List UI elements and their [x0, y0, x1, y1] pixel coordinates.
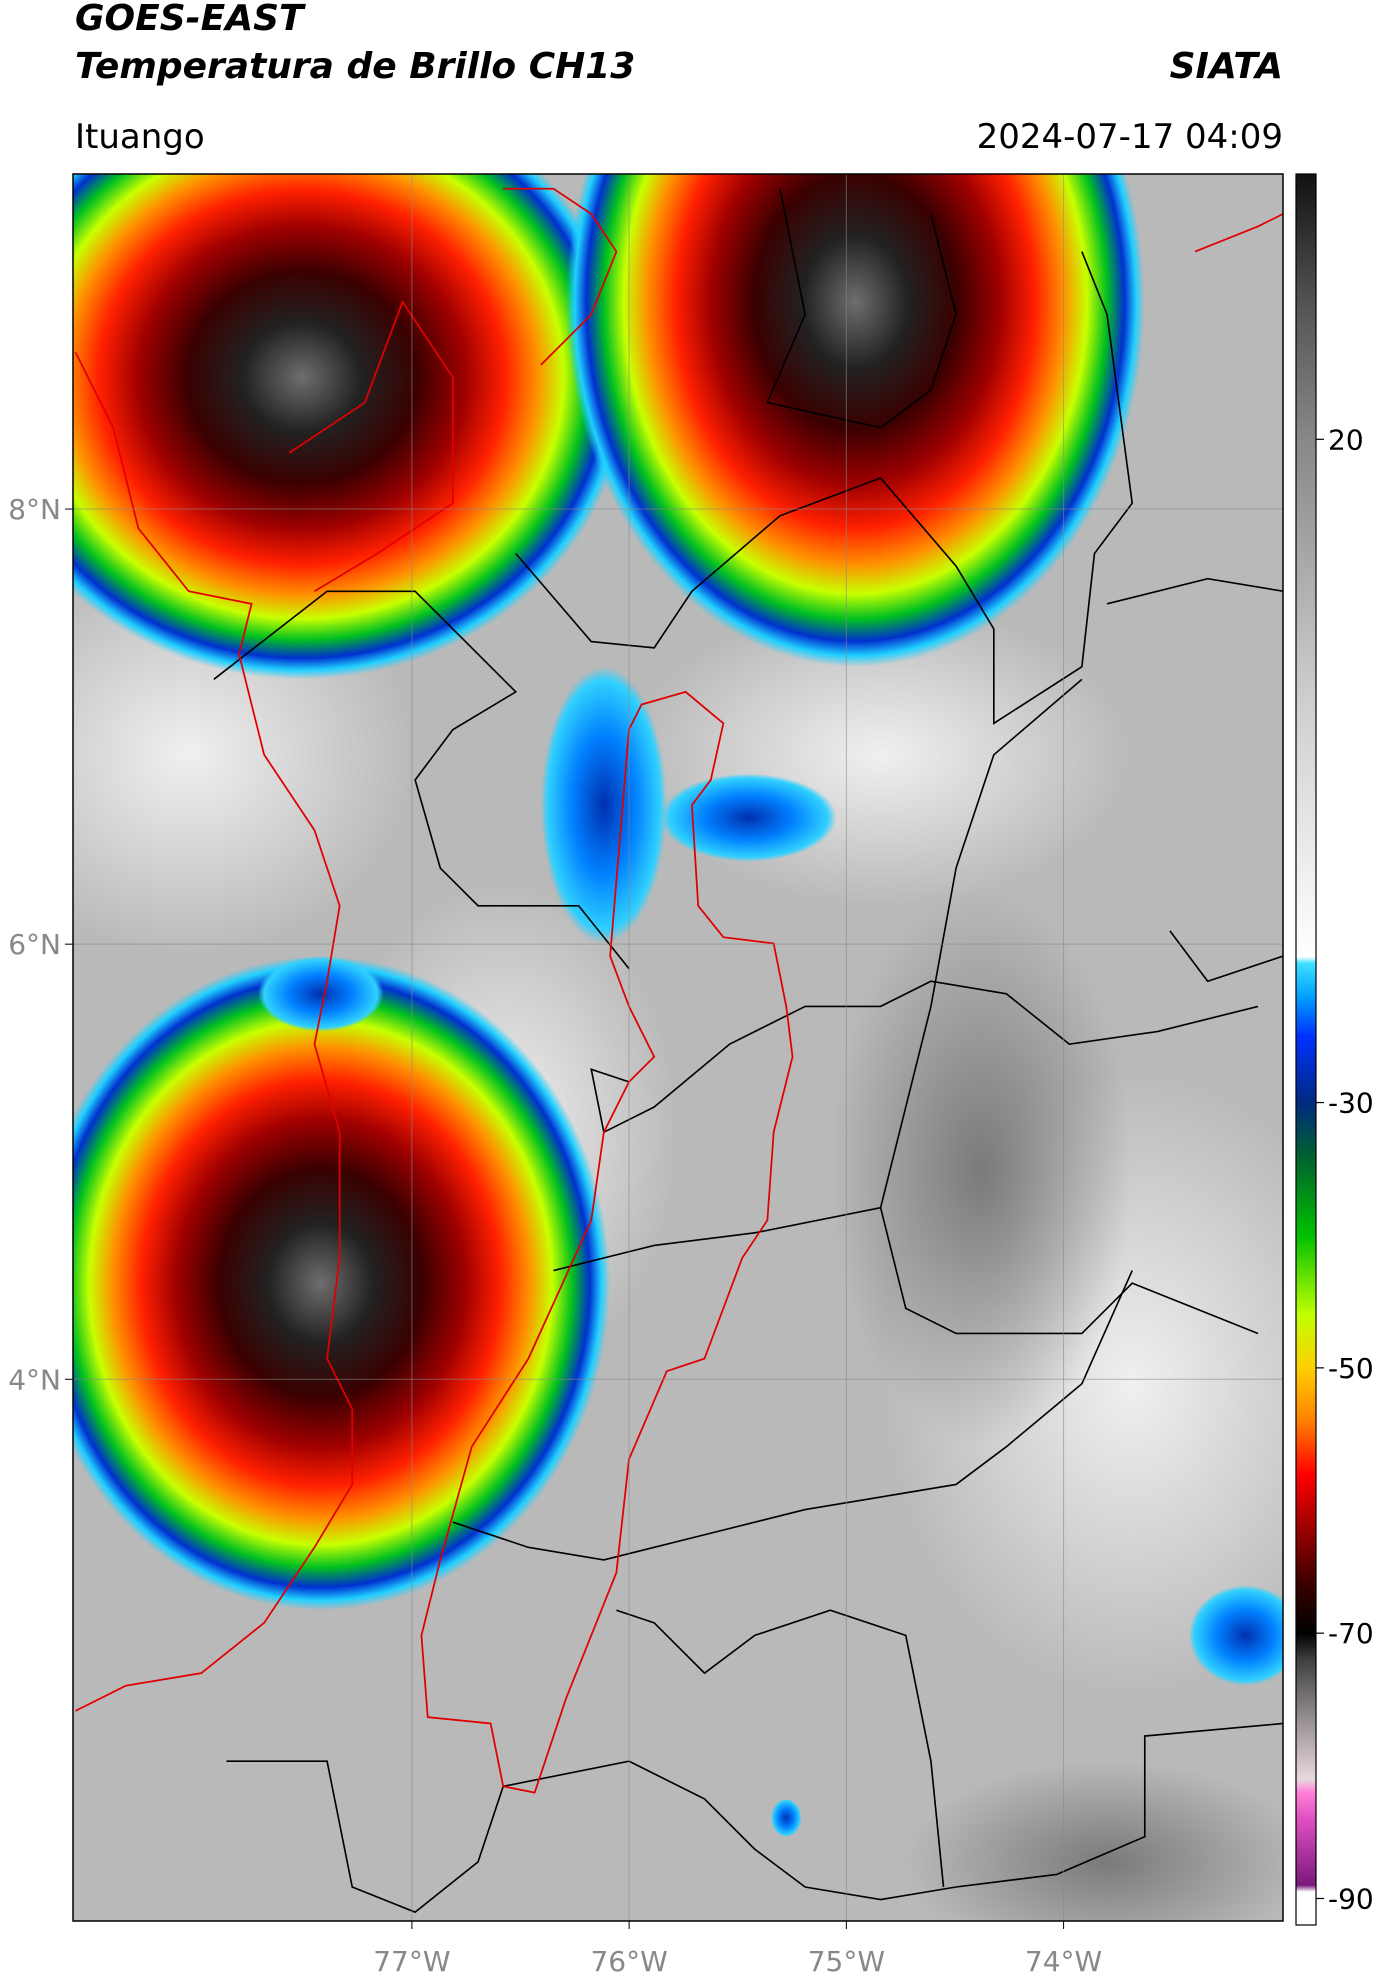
grid: [73, 174, 1283, 1921]
colorbar-tick-label: -70: [1328, 1617, 1374, 1650]
x-tick-label: 77°W: [373, 1945, 450, 1978]
colorbar-tick-label: -50: [1328, 1352, 1374, 1385]
x-tick-label: 76°W: [590, 1945, 667, 1978]
title: GOES-EAST: [75, 0, 306, 39]
borders: [213, 188, 1283, 1914]
colorbar-tick-label: -30: [1328, 1087, 1374, 1120]
source: SIATA: [1170, 46, 1283, 87]
y-tick-label: 8°N: [8, 493, 61, 526]
colorbar-tick-label: 20: [1328, 423, 1364, 456]
location: Ituango: [75, 117, 205, 157]
x-tick-label: 75°W: [808, 1945, 885, 1978]
colorbar-tick-label: -90: [1328, 1882, 1374, 1915]
x-tick-label: 74°W: [1025, 1945, 1102, 1978]
timestamp: 2024-07-17 04:09: [977, 117, 1283, 157]
red-borders: [74, 187, 1283, 1794]
map-frame: [72, 173, 1284, 1922]
y-tick-label: 4°N: [8, 1363, 61, 1396]
colorbar: [1295, 173, 1317, 1926]
subtitle: Temperatura de Brillo CH13: [75, 46, 635, 87]
y-tick-label: 6°N: [8, 928, 61, 961]
